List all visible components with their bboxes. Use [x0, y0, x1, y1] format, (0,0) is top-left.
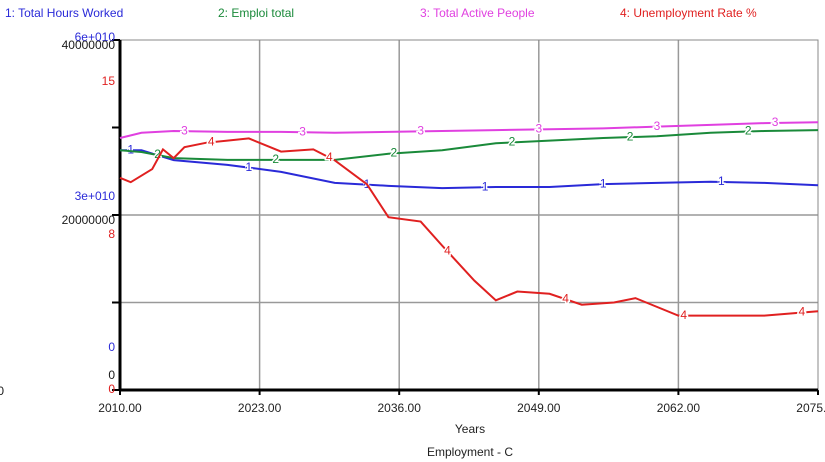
series-marker: 4: [799, 305, 806, 319]
x-tick-label: 2010.00: [98, 401, 142, 415]
series-marker: 1: [600, 176, 607, 190]
series-marker: 2: [272, 152, 279, 166]
series-marker: 1: [482, 179, 489, 193]
x-tick-label: 2036.00: [378, 401, 422, 415]
series-marker: 3: [181, 123, 188, 137]
line: [119, 121, 819, 139]
y-tick-label: 0: [108, 368, 115, 382]
y-tick-label: 0: [0, 384, 4, 398]
x-tick-label: 2075.00: [796, 401, 825, 415]
series-marker: 3: [417, 124, 424, 138]
y-tick-label: 8: [108, 227, 115, 241]
series-marker: 3: [772, 115, 779, 129]
x-tick-label: 2049.00: [517, 401, 561, 415]
series-marker: 4: [562, 291, 569, 305]
series-marker: 3: [299, 124, 306, 138]
series-marker: 2: [509, 135, 516, 149]
legend-entry: 3: Total Active People: [420, 6, 535, 20]
series-marker: 2: [154, 147, 161, 161]
series-marker: 3: [654, 119, 661, 133]
series-marker: 4: [208, 134, 215, 148]
y-tick-label: 0: [108, 382, 115, 396]
x-tick-label: 2023.00: [238, 401, 282, 415]
y-tick-label: 15: [102, 74, 116, 88]
y-tick-label: 3e+010: [75, 189, 116, 203]
series-marker: 1: [246, 160, 253, 174]
x-tick-label: 2062.00: [657, 401, 701, 415]
series-marker: 4: [326, 150, 333, 164]
line: [119, 137, 819, 317]
series-marker: 1: [718, 174, 725, 188]
line: [119, 129, 819, 161]
series-marker: 4: [680, 308, 687, 322]
x-axis-label: Years: [455, 422, 485, 436]
line: [120, 149, 819, 190]
legend-entry: 1: Total Hours Worked: [5, 6, 123, 20]
y-tick-label: 40000000: [62, 38, 116, 52]
legend-entry: 4: Unemployment Rate %: [620, 6, 757, 20]
chart-title: Employment - C: [427, 445, 513, 459]
y-tick-label: 20000000: [62, 213, 116, 227]
series-marker: 1: [127, 142, 134, 156]
series-marker: 2: [627, 129, 634, 143]
y-tick-label: 6e+010: [75, 30, 116, 44]
series-marker: 2: [745, 124, 752, 138]
legend-entry: 2: Emploi total: [218, 6, 294, 20]
series-marker: 2: [390, 146, 397, 160]
series-marker: 3: [535, 122, 542, 136]
y-tick-label: 0: [108, 340, 115, 354]
series-marker: 4: [444, 244, 451, 258]
